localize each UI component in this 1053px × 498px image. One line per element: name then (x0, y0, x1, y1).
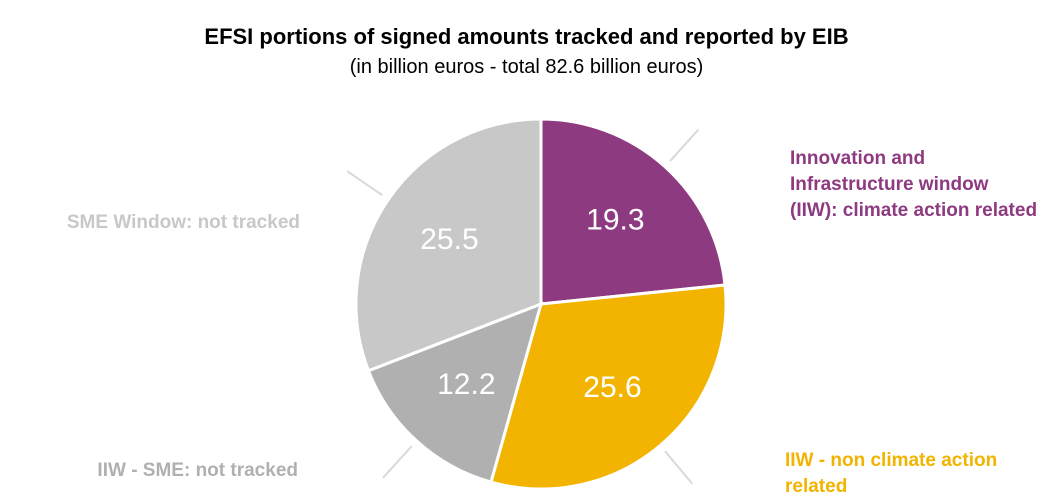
slice (539, 117, 727, 306)
value-label: 25.6 (583, 371, 641, 404)
leader-line (346, 170, 383, 197)
slice (366, 301, 544, 484)
slice (354, 117, 543, 373)
slice (489, 283, 728, 491)
leader-line (669, 128, 700, 162)
leader-line (664, 450, 694, 485)
leader-line (382, 445, 413, 479)
chart-title: EFSI portions of signed amounts tracked … (204, 24, 849, 49)
category-label: Innovation and Infrastructure window (II… (790, 148, 1038, 221)
value-label: 19.3 (586, 204, 644, 237)
category-label: IIW - SME: not tracked (97, 460, 298, 481)
value-label: 25.5 (420, 223, 478, 256)
category-label: IIW - non climate action related (785, 450, 998, 497)
chart-subtitle: (in billion euros - total 82.6 billion e… (349, 56, 704, 78)
category-label: SME Window: not tracked (66, 212, 300, 233)
value-label: 12.2 (437, 368, 495, 401)
